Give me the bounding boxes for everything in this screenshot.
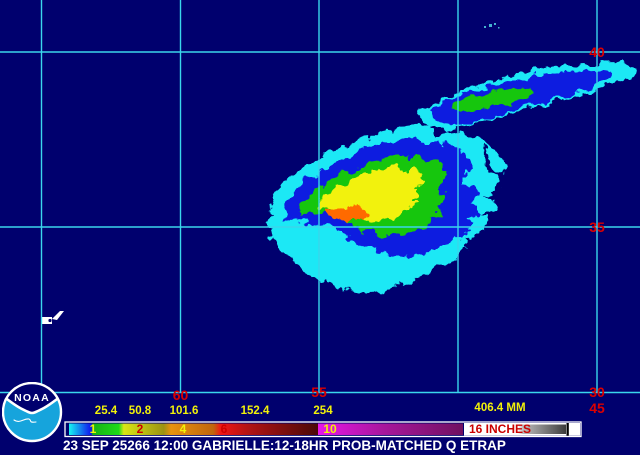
svg-text:6: 6: [221, 422, 228, 436]
svg-text:60: 60: [173, 387, 189, 403]
svg-text:23 SEP 25266 12:00 GABRIELLE:1: 23 SEP 25266 12:00 GABRIELLE:12-18HR PRO…: [63, 438, 506, 453]
svg-text:45: 45: [589, 400, 605, 416]
svg-text:152.4: 152.4: [241, 405, 270, 417]
svg-text:4: 4: [180, 422, 187, 436]
svg-text:NOAA: NOAA: [14, 392, 50, 404]
svg-text:40: 40: [589, 44, 605, 60]
svg-text:2: 2: [137, 422, 144, 436]
svg-text:254: 254: [313, 405, 333, 417]
svg-text:55: 55: [311, 384, 327, 400]
svg-text:1: 1: [90, 422, 97, 436]
svg-text:25.4: 25.4: [95, 405, 118, 417]
svg-text:35: 35: [589, 219, 605, 235]
svg-text:16 INCHES: 16 INCHES: [469, 422, 531, 436]
svg-text:10: 10: [323, 422, 337, 436]
svg-text:50.8: 50.8: [129, 405, 152, 417]
svg-text:30: 30: [589, 384, 605, 400]
svg-text:406.4 MM: 406.4 MM: [474, 402, 525, 414]
svg-text:101.6: 101.6: [170, 405, 199, 417]
